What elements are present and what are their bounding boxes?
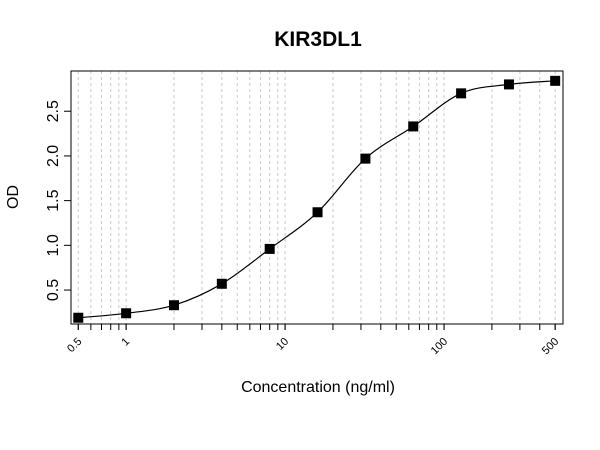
x-tick-label-1: 1 [119, 336, 132, 349]
data-point-5 [312, 207, 323, 218]
y-tick-label-2: 1.5 [45, 189, 62, 211]
x-axis: 0.5 1 10 100 500 [65, 324, 561, 357]
x-tick-label-4: 500 [540, 336, 561, 357]
y-tick-label-1: 1.0 [45, 234, 62, 256]
x-axis-label: Concentration (ng/ml) [241, 379, 395, 396]
y-axis: 0.5 1.0 1.5 2.0 2.5 [45, 100, 71, 301]
data-points [73, 75, 561, 323]
x-tick-label-2: 10 [274, 336, 291, 353]
data-point-10 [550, 75, 561, 86]
y-axis-label: OD [5, 185, 22, 209]
data-point-1 [121, 308, 132, 319]
gridlines [77, 71, 556, 324]
data-point-0 [73, 312, 84, 323]
data-point-3 [216, 278, 227, 289]
data-point-4 [264, 243, 275, 254]
fit-curve [78, 80, 556, 319]
x-tick-label-0: 0.5 [65, 336, 84, 355]
y-tick-label-4: 2.5 [45, 100, 62, 122]
data-point-8 [456, 88, 467, 99]
x-tick-label-3: 100 [429, 336, 450, 357]
y-tick-label-0: 0.5 [45, 279, 62, 301]
plot-frame [70, 70, 564, 325]
data-point-9 [503, 79, 514, 90]
data-point-6 [360, 153, 371, 164]
data-point-7 [408, 121, 419, 132]
chart-title: KIR3DL1 [274, 28, 362, 51]
y-tick-label-3: 2.0 [45, 145, 62, 167]
data-point-2 [168, 300, 179, 311]
